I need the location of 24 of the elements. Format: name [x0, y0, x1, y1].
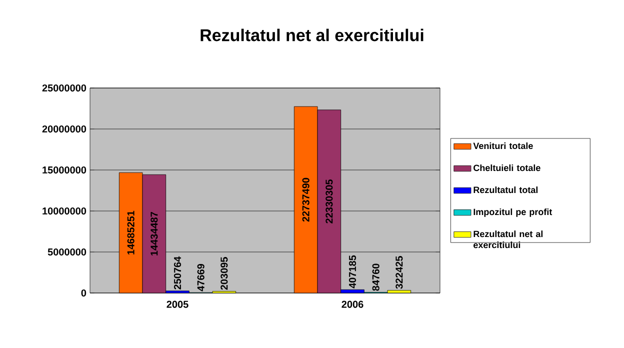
legend-label: Cheltuieli totale	[474, 164, 540, 172]
data-label: 203095	[220, 257, 228, 290]
x-tick-label: 2006	[342, 300, 364, 308]
data-label: 22737490	[302, 178, 310, 222]
data-label: 322425	[396, 256, 403, 289]
legend-label: Rezultatul net al exercitiului	[474, 230, 543, 248]
legend-label: Venituri totale	[473, 142, 533, 150]
x-tick-label: 2005	[166, 300, 188, 308]
data-label: 14434487	[150, 212, 158, 256]
data-label: 47669	[197, 264, 204, 292]
y-tick-label: 25000000	[42, 84, 86, 92]
data-label: 407185	[348, 255, 356, 288]
legend-label: Rezultatul total	[474, 186, 538, 194]
y-tick-label: 15000000	[42, 166, 86, 174]
legend-label: Impozitul pe profit	[474, 208, 552, 217]
data-label: 84760	[372, 264, 380, 291]
data-label: 22330305	[326, 179, 333, 224]
y-tick-label: 10000000	[42, 207, 86, 215]
data-label: 14685251	[127, 210, 134, 254]
data-label: 250764	[174, 256, 182, 290]
y-tick-label: 0	[81, 289, 86, 297]
y-tick-label: 20000000	[42, 125, 86, 133]
y-tick-label: 5000000	[48, 248, 86, 256]
chart-title: Rezultatul net al exercitiului	[200, 28, 424, 42]
